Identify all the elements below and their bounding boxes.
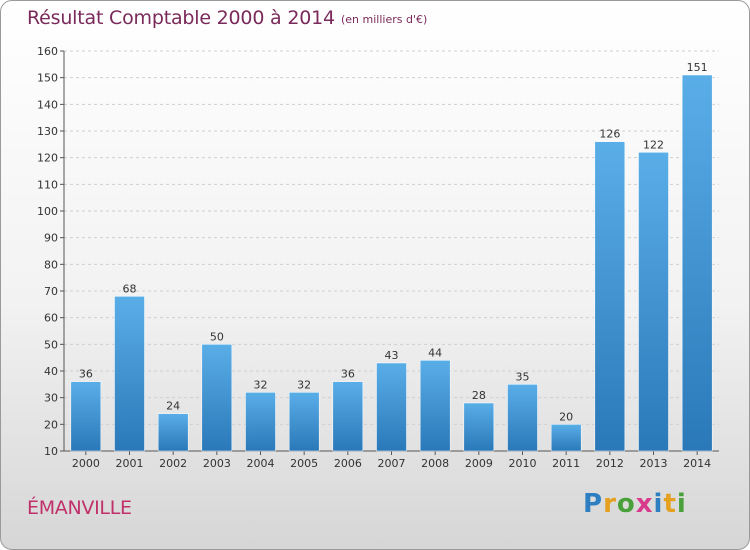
data-label-2000: 36 xyxy=(79,368,93,381)
bar-2004 xyxy=(245,392,276,452)
bar-2008 xyxy=(419,360,451,452)
data-label-2013: 122 xyxy=(643,138,664,151)
data-label-2006: 36 xyxy=(341,368,355,381)
bar-2009 xyxy=(463,402,495,452)
y-tick-label: 120 xyxy=(37,152,58,165)
y-tick-label: 50 xyxy=(44,338,58,351)
bar-2000 xyxy=(70,381,102,452)
bar-2006 xyxy=(332,381,364,452)
proxiti-logo: Proxiti xyxy=(583,489,687,519)
data-label-2010: 35 xyxy=(516,370,530,383)
data-label-2011: 20 xyxy=(559,410,573,423)
x-tick-label-2013: 2013 xyxy=(640,457,668,470)
y-tick-label: 60 xyxy=(44,312,58,325)
x-tick-label-2001: 2001 xyxy=(116,457,144,470)
x-tick-label-2003: 2003 xyxy=(203,457,231,470)
y-tick-label: 40 xyxy=(44,365,58,378)
x-tick-label-2009: 2009 xyxy=(465,457,493,470)
axes: 10 20 30 40 50 60 70 80 90 100 110 120 130 140 150 160 2… xyxy=(37,45,719,470)
y-tick-label: 160 xyxy=(37,45,58,58)
data-label-2008: 44 xyxy=(428,346,442,359)
bar-2003 xyxy=(201,344,233,452)
x-tick-label-2010: 2010 xyxy=(509,457,537,470)
y-tick-label: 100 xyxy=(37,205,58,218)
bar-2013 xyxy=(638,152,669,452)
data-label-2002: 24 xyxy=(166,400,180,413)
y-tick-label: 110 xyxy=(37,178,58,191)
data-label-2014: 151 xyxy=(687,61,708,74)
y-tick-label: 90 xyxy=(44,232,58,245)
y-tick-label: 140 xyxy=(37,98,58,111)
data-label-2012: 126 xyxy=(599,128,620,141)
x-tick-label-2012: 2012 xyxy=(596,457,624,470)
bar-2002 xyxy=(157,413,189,452)
chart-title: Résultat Comptable 2000 à 2014 xyxy=(27,7,335,29)
logo-letter: i xyxy=(653,489,664,519)
data-label-2009: 28 xyxy=(472,389,486,402)
bar-2014 xyxy=(681,74,713,452)
x-tick-label-2011: 2011 xyxy=(552,457,580,470)
x-tick-label-2008: 2008 xyxy=(421,457,449,470)
bar-2001 xyxy=(114,296,145,452)
logo-letter: x xyxy=(635,489,654,519)
y-tick-label: 70 xyxy=(44,285,58,298)
y-tick-label: 150 xyxy=(37,72,58,85)
data-label-2005: 32 xyxy=(297,378,311,391)
bars xyxy=(70,74,713,452)
x-tick-label-2002: 2002 xyxy=(159,457,187,470)
bar-2011 xyxy=(550,424,582,452)
chart-subtitle: (en milliers d'€) xyxy=(341,13,428,26)
bar-2005 xyxy=(288,392,320,452)
city-name: ÉMANVILLE xyxy=(27,497,132,519)
x-tick-label-2004: 2004 xyxy=(247,457,275,470)
data-label-2007: 43 xyxy=(385,349,399,362)
bar-2010 xyxy=(507,384,538,452)
data-label-2001: 68 xyxy=(123,282,137,295)
y-tick-label: 20 xyxy=(44,418,58,431)
bar-2012 xyxy=(594,141,626,452)
logo-letter: i xyxy=(676,489,687,519)
data-label-2003: 50 xyxy=(210,330,224,343)
x-tick-label-2007: 2007 xyxy=(378,457,406,470)
x-tick-label-2005: 2005 xyxy=(290,457,318,470)
bar-2007 xyxy=(376,362,407,452)
x-tick-label-2000: 2000 xyxy=(72,457,100,470)
logo-letter: P xyxy=(583,489,604,519)
data-labels: 36 68 24 50 32 32 36 43 44 28 35 20 126 122 151 xyxy=(79,61,708,423)
y-tick-label: 130 xyxy=(37,125,58,138)
x-tick-label-2014: 2014 xyxy=(683,457,711,470)
logo-letter: t xyxy=(663,489,677,519)
logo-letter: r xyxy=(603,489,617,519)
x-tick-label-2006: 2006 xyxy=(334,457,362,470)
y-tick-label: 80 xyxy=(44,258,58,271)
logo-letter: o xyxy=(616,489,636,519)
y-tick-label: 30 xyxy=(44,392,58,405)
y-tick-label: 10 xyxy=(44,445,58,458)
data-label-2004: 32 xyxy=(254,378,268,391)
